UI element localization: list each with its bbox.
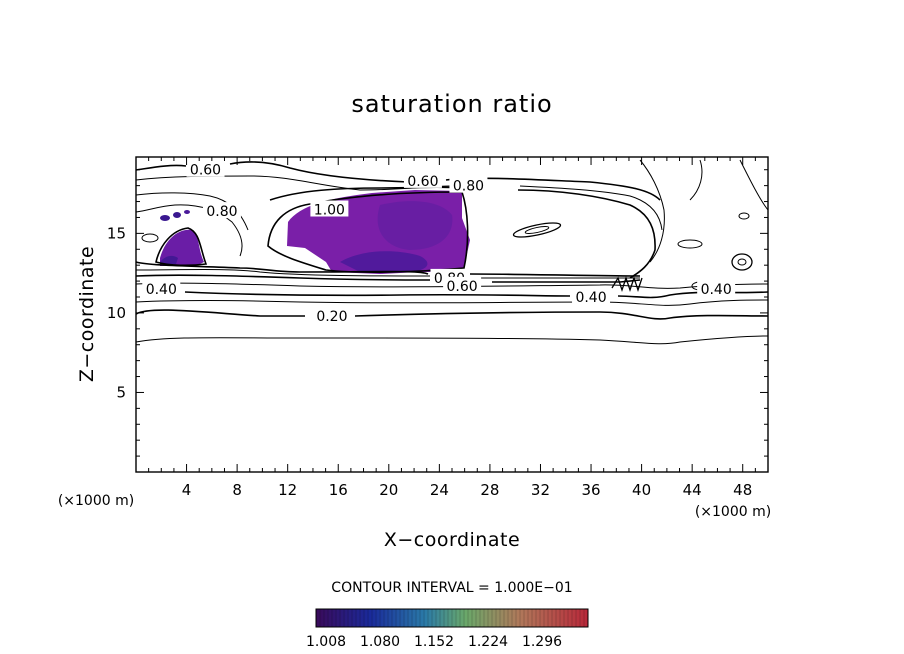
colorbar-label: 1.008 [306, 634, 346, 650]
contour-label: 0.80 [453, 179, 484, 195]
colorbar-label: 1.224 [468, 634, 508, 650]
contour-label-bg [403, 171, 442, 188]
contour-right-upper [639, 159, 769, 263]
contour-ellipse-mid-inner [524, 226, 550, 234]
contour-label: 0.40 [701, 282, 732, 298]
axis-ticks [136, 157, 768, 472]
contour-ellipse-right-3 [738, 212, 750, 220]
x-tick-label: 20 [379, 481, 398, 499]
contour-label: 0.40 [146, 282, 177, 298]
x-tick-label: 48 [733, 481, 752, 499]
contour-line-050 [135, 282, 769, 289]
x-tick-label: 12 [278, 481, 297, 499]
contour-line-020 [135, 309, 769, 320]
contour-label: 0.40 [575, 290, 606, 306]
colorbar-label: 1.080 [360, 634, 400, 650]
y-axis-label: Z−coordinate [76, 246, 98, 382]
contour-label-bg [443, 276, 482, 293]
x-unit-label: (×1000 m) [695, 504, 771, 520]
contour-right-zigzag [611, 275, 643, 293]
contour-label-bg [312, 307, 351, 324]
contour-label: 1.00 [314, 203, 345, 219]
contour-line-030 [135, 299, 769, 306]
colorbar-label: 1.296 [522, 634, 562, 650]
x-tick-label: 4 [182, 481, 192, 499]
x-tick-label: 40 [632, 481, 651, 499]
contour-loop-090 [267, 191, 469, 273]
filled-region-core [340, 251, 428, 272]
x-axis-label: X−coordinate [384, 529, 520, 551]
chart-title: saturation ratio [351, 90, 552, 118]
colorbar-fill [315, 608, 589, 628]
contour-labels: 0.600.600.801.000.800.800.600.400.400.40… [142, 160, 736, 325]
y-tick-label: 10 [107, 304, 126, 322]
contour-label-bg [572, 288, 611, 304]
x-tick-label: 36 [581, 481, 600, 499]
contour-ellipse-right-2 [737, 258, 747, 266]
contour-left-loop [155, 227, 208, 267]
contour-interval-text: CONTOUR INTERVAL = 1.000E−01 [331, 580, 572, 596]
x-tick-label: 16 [329, 481, 348, 499]
contour-label: 0.60 [190, 163, 221, 179]
filled-region-left-core [160, 255, 178, 264]
y-tick-label: 5 [116, 383, 126, 401]
contour-label: 0.20 [316, 309, 347, 325]
contour-label-bg [310, 200, 349, 217]
colorbar-label: 1.152 [414, 634, 454, 650]
contour-line-060 [135, 274, 641, 283]
contour-line-040 [184, 291, 769, 299]
x-tick-label: 32 [531, 481, 550, 499]
x-tick-label: 24 [430, 481, 449, 499]
filled-blob-2 [173, 212, 181, 218]
colorbar-labels: 1.008 1.080 1.152 1.224 1.296 [306, 634, 562, 650]
contour-label-bg [186, 160, 225, 177]
x-tick-label: 8 [232, 481, 242, 499]
contour-label: 0.60 [407, 174, 438, 190]
contour-lines [135, 159, 769, 345]
x-tick-label: 44 [683, 481, 702, 499]
filled-blob-1 [160, 215, 170, 221]
contour-label-bg [142, 280, 181, 297]
contour-ellipse-right-4 [677, 239, 703, 249]
contour-line-low [135, 335, 769, 345]
colorbar-stripes [315, 609, 589, 627]
contour-label-bg [202, 202, 241, 219]
y-unit-label: (×1000 m) [58, 493, 134, 509]
y-tick-label: 15 [107, 224, 126, 242]
contour-ellipse-right-1 [731, 253, 753, 271]
contour-label-bg [697, 280, 736, 297]
colorbar: 1.008 1.080 1.152 1.224 1.296 [306, 608, 589, 650]
filled-blob-3 [184, 210, 190, 214]
contour-ellipse-left-1 [141, 233, 159, 243]
contour-label: 0.60 [447, 279, 478, 295]
contour-label-bg [449, 176, 488, 193]
contour-ellipse-mid [512, 222, 562, 238]
contour-label: 0.80 [206, 204, 237, 220]
x-tick-label: 28 [480, 481, 499, 499]
filled-region-center [377, 201, 453, 250]
